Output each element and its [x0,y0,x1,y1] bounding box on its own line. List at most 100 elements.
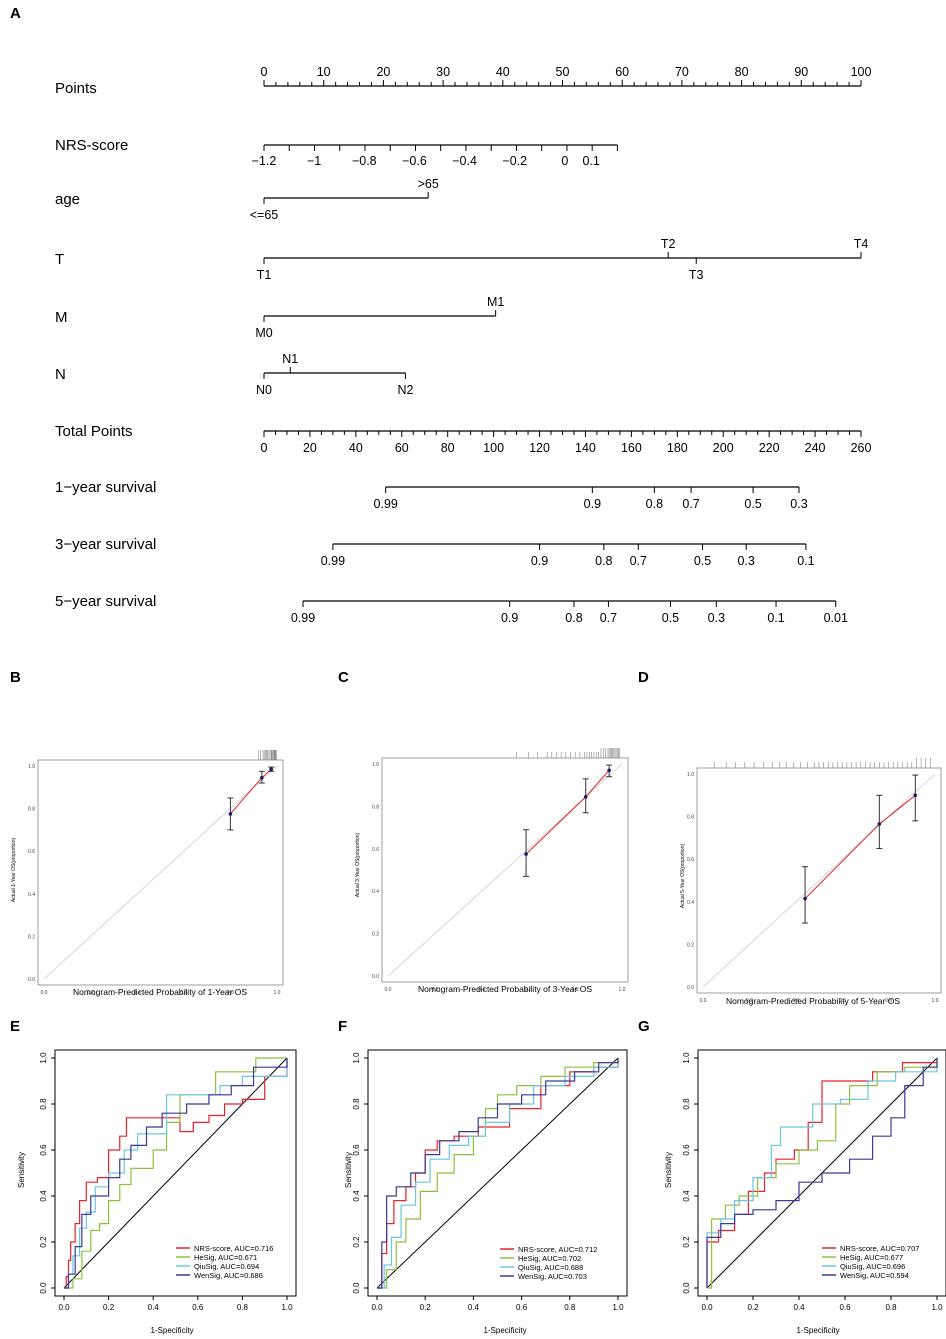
calibration-x-tick-label: 0.0 [41,990,48,996]
points-axis-tick-label: 70 [675,65,689,79]
roc-x-tick-label: 0.0 [58,1303,70,1312]
calibration-point [913,793,918,798]
roc-ylabel: Sensitivity [344,1152,353,1188]
calibration-y-tick-label: 0.2 [687,942,694,948]
calibration-ylabel: Actual 5-Year OS(proportion) [680,844,686,909]
calibration-y-tick-label: 0.8 [28,807,35,813]
nomogram-survival-label-5y: 5−year survival [55,593,156,610]
roc-y-tick-label: 0.6 [39,1144,48,1156]
calibration-plot-frame [381,757,629,983]
roc-plot-frame [54,1049,297,1297]
roc-y-tick-label: 0.0 [352,1282,361,1294]
nrs-tick-label: 0 [561,154,568,168]
roc-curve [64,1057,287,1289]
survival-tick-label: 0.9 [584,497,601,511]
total-points-tick-label: 180 [667,441,688,455]
roc-legend-label: WenSig, AUC=0.686 [194,1271,263,1280]
roc-y-tick-label: 0.8 [39,1098,48,1110]
survival-tick-label: 0.99 [321,554,345,568]
calibration-y-tick-label: 0.4 [372,889,379,895]
roc-panel-g: G 1-Specificity Sensitivity 0.0 0.2 0.4 0.6… [638,1018,946,1335]
roc-panel-e: E 1-Specificity Sensitivity 0.0 0.2 0.4 0.6… [10,1018,297,1335]
calibration-curve [230,768,272,815]
roc-x-tick-label: 0.4 [148,1303,160,1312]
roc-y-tick-label: 0.4 [39,1190,48,1202]
points-axis-tick-label: 10 [317,65,331,79]
calibration-ylabel: Actual 1-Year OS(proportion) [11,838,17,903]
roc-xlabel: 1-Specificity [483,1326,526,1335]
nomogram-var-label-age: age [55,191,80,208]
nomogram-level-label: M1 [487,295,504,309]
panel-label-f: F [338,1018,347,1035]
roc-x-tick-label: 0.4 [468,1303,480,1312]
calibration-x-tick-label: 1.0 [932,998,939,1004]
panel-label-c: C [338,669,349,686]
roc-y-tick-label: 0.4 [352,1190,361,1202]
survival-tick-label: 0.1 [767,611,784,625]
calibration-y-tick-label: 0.6 [28,849,35,855]
total-points-tick-label: 0 [261,441,268,455]
roc-curve [377,1058,619,1289]
points-axis-tick-label: 60 [615,65,629,79]
calibration-x-tick-label: 0.4 [478,987,485,993]
calibration-y-tick-label: 0.6 [372,847,379,853]
roc-y-tick-label: 1.0 [682,1052,691,1064]
total-points-tick-label: 200 [713,441,734,455]
roc-legend-label: HeSig, AUC=0.671 [194,1253,257,1262]
roc-y-tick-label: 1.0 [39,1052,48,1064]
roc-legend-label: NRS-score, AUC=0.716 [194,1244,273,1253]
roc-curve [707,1058,938,1289]
calibration-curve [525,770,610,855]
calibration-x-tick-label: 0.6 [839,998,846,1004]
roc-xlabel: 1-Specificity [150,1326,193,1335]
survival-tick-label: 0.5 [694,554,711,568]
calibration-xlabel: Nomogram-Predicted Probability of 1-Year… [73,987,247,997]
calibration-ideal-line [702,773,936,988]
roc-reference-diagonal [63,1057,288,1289]
nrs-tick-label: 0.1 [582,154,599,168]
survival-tick-label: 0.99 [374,497,398,511]
nomogram-level-label: N2 [397,383,413,397]
nomogram-points-label: Points [55,80,97,97]
calibration-x-tick-label: 0.2 [746,998,753,1004]
survival-tick-label: 0.9 [501,611,518,625]
points-axis-tick-label: 0 [261,65,268,79]
calibration-panel-5y: D Nomogram-Predicted Probability of 5-Ye… [638,669,942,1006]
survival-tick-label: 0.8 [646,497,663,511]
roc-curve [64,1058,288,1289]
roc-y-tick-label: 0.8 [682,1098,691,1110]
roc-x-tick-label: 0.6 [516,1303,528,1312]
calibration-y-tick-label: 0.2 [28,934,35,940]
nomogram-level-label: T3 [689,268,704,282]
nomogram-level-label: N1 [282,352,298,366]
roc-x-tick-label: 0.8 [564,1303,576,1312]
nomogram-level-label: T4 [854,237,869,251]
calibration-x-tick-label: 0.4 [134,990,141,996]
calibration-point [607,768,611,773]
nomogram-level-label: <=65 [250,208,279,222]
roc-y-tick-label: 0.2 [682,1236,691,1248]
nomogram-var-label-m: M [55,309,68,326]
calibration-x-tick-label: 0.8 [227,990,234,996]
survival-tick-label: 0.3 [708,611,725,625]
roc-curve [706,1058,938,1288]
survival-tick-label: 0.01 [824,611,848,625]
total-points-tick-label: 20 [303,441,317,455]
calibration-plot-frame [37,759,284,986]
survival-tick-label: 0.7 [682,497,699,511]
survival-tick-label: 0.3 [790,497,807,511]
roc-legend-label: NRS-score, AUC=0.712 [518,1245,597,1254]
nomogram-survival-label-3y: 3−year survival [55,536,156,553]
roc-x-tick-label: 0.2 [420,1303,432,1312]
calibration-point [583,795,588,799]
nrs-tick-label: −0.4 [452,154,477,168]
nomogram-var-label-n: N [55,366,66,383]
calibration-y-tick-label: 0.2 [372,932,379,938]
nomogram-level-label: >65 [418,177,439,191]
roc-curve [706,1058,938,1288]
total-points-tick-label: 160 [621,441,642,455]
roc-reference-diagonal [376,1057,619,1289]
roc-x-tick-label: 0.8 [237,1303,249,1312]
calibration-point [877,822,882,826]
calibration-x-tick-label: 0.0 [385,987,392,993]
